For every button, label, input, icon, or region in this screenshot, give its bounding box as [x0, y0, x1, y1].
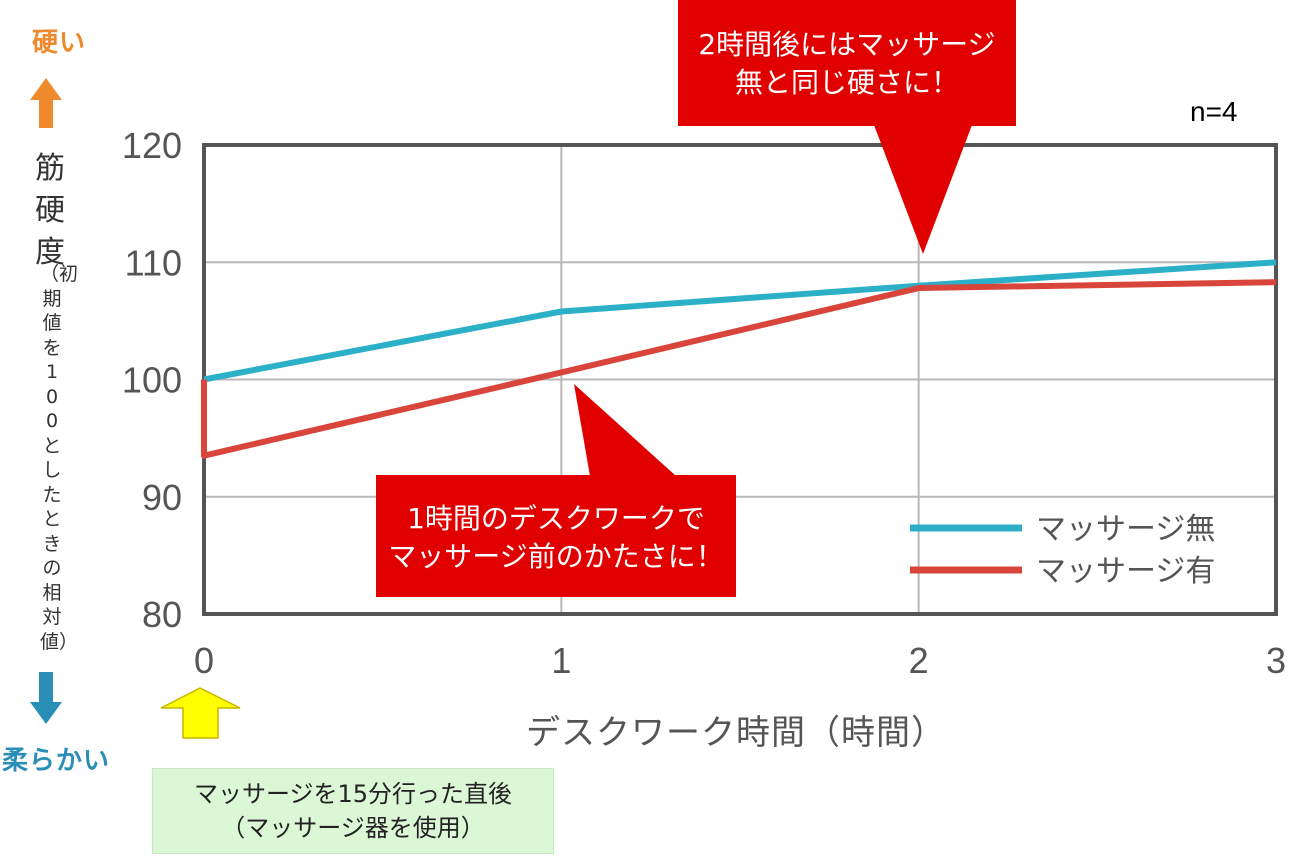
y-axis-sublabel: （初期値を100としたときの相対値） [40, 263, 79, 653]
callout-top-text: 2時間後にはマッサージ 無と同じ硬さに！ [678, 26, 1016, 102]
x-tick-label-3: 3 [1266, 640, 1286, 681]
callout-bottom-text: 1時間のデスクワークで マッサージ前のかたさに！ [376, 500, 736, 576]
callout-top-box [678, 0, 1016, 126]
arrow-down-soft-icon [30, 672, 62, 724]
callout-top-pointer [874, 125, 972, 254]
y-axis-label: 筋硬度 [35, 151, 65, 270]
y-tick-label-110: 110 [125, 242, 182, 283]
legend-label-2: マッサージ有 [1036, 554, 1215, 589]
chart-series [201, 259, 1277, 459]
note-up-arrow-icon [160, 687, 241, 739]
y-tick-label-120: 120 [122, 125, 182, 166]
sample-size-label: n=4 [1190, 96, 1238, 127]
hard-label: 硬い [32, 28, 87, 58]
y-tick-label-90: 90 [142, 477, 182, 518]
x-tick-label-1: 1 [551, 640, 571, 681]
callout-bottom-line1: 1時間のデスクワークで [407, 502, 705, 535]
y-tick-label-100: 100 [122, 360, 182, 401]
y-tick-label-80: 80 [142, 594, 182, 635]
series-line-2 [201, 279, 1277, 459]
soft-label: 柔らかい [2, 746, 111, 776]
arrow-up-hard-icon [30, 78, 62, 128]
callout-bottom-box [376, 475, 736, 597]
x-axis-label: デスクワーク時間（時間） [526, 713, 946, 753]
series-line-1 [203, 259, 1277, 383]
note-line2: （マッサージ器を使用） [221, 814, 485, 842]
legend-label-1: マッサージ無 [1036, 512, 1215, 547]
chart-ticks: 80 90 100 110 120 0 1 2 3 [122, 125, 1286, 681]
note-line1: マッサージを15分行った直後 [193, 780, 513, 808]
callout-bottom-line2: マッサージ前のかたさに！ [388, 540, 724, 573]
callout-bottom-pointer [574, 384, 676, 476]
callouts [376, 0, 1016, 597]
x-tick-label-0: 0 [194, 640, 214, 681]
callout-top-line2: 無と同じ硬さに！ [734, 66, 959, 99]
callout-top-line1: 2時間後にはマッサージ [698, 28, 996, 61]
x-tick-label-2: 2 [909, 640, 929, 681]
massage-note: マッサージを15分行った直後 （マッサージ器を使用） [152, 768, 554, 854]
